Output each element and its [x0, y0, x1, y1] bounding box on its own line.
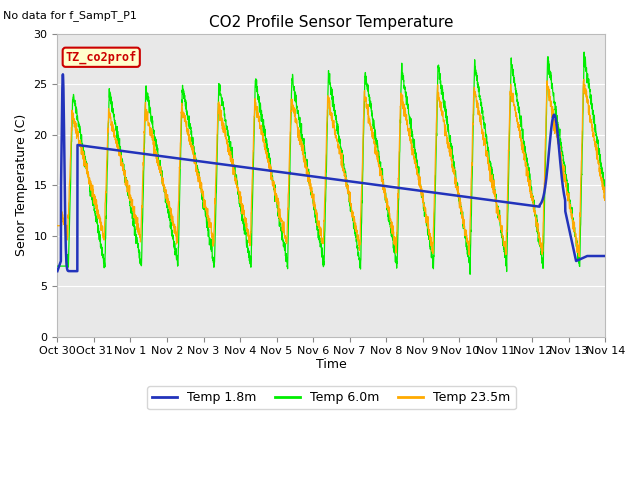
- Text: No data for f_SampT_P1: No data for f_SampT_P1: [3, 11, 137, 22]
- X-axis label: Time: Time: [316, 358, 347, 371]
- Legend: Temp 1.8m, Temp 6.0m, Temp 23.5m: Temp 1.8m, Temp 6.0m, Temp 23.5m: [147, 386, 516, 409]
- Text: TZ_co2prof: TZ_co2prof: [66, 50, 137, 64]
- Y-axis label: Senor Temperature (C): Senor Temperature (C): [15, 114, 28, 256]
- Title: CO2 Profile Sensor Temperature: CO2 Profile Sensor Temperature: [209, 15, 454, 30]
